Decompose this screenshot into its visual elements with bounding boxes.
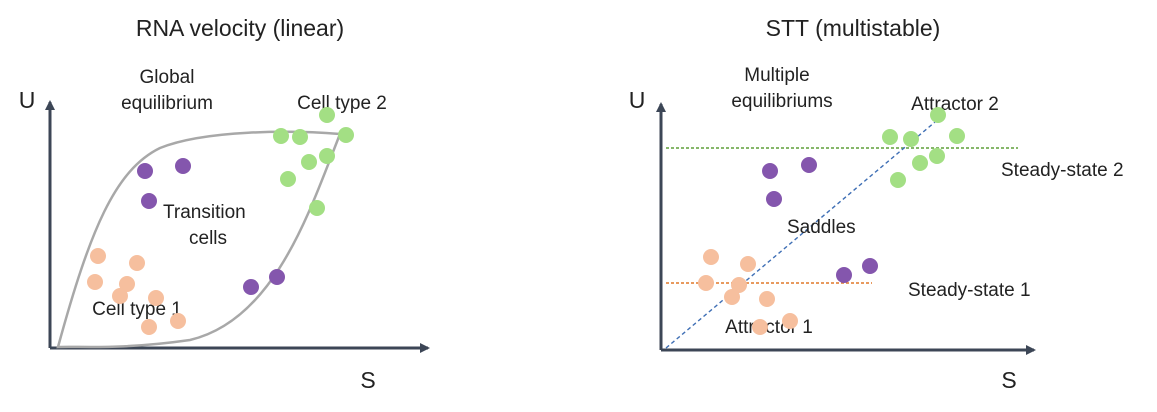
- green-cell: [912, 155, 928, 171]
- orange-cell: [141, 319, 157, 335]
- orange-cell: [731, 277, 747, 293]
- green-cell: [309, 200, 325, 216]
- steady-state-2-label: Steady-state 2: [1001, 160, 1124, 181]
- orange-cell: [119, 276, 135, 292]
- green-cell: [301, 154, 317, 170]
- right-purple-cells: [762, 157, 878, 283]
- purple-cell: [243, 279, 259, 295]
- orange-cell: [129, 255, 145, 271]
- right-orange-cells: [698, 249, 798, 335]
- multiple-equilibriums-label-line1: Multiple: [744, 65, 809, 86]
- green-cell: [280, 171, 296, 187]
- orange-cell: [703, 249, 719, 265]
- purple-cell: [762, 163, 778, 179]
- right-y-axis-label: U: [629, 87, 646, 113]
- green-cell: [319, 107, 335, 123]
- left-y-axis-label: U: [19, 87, 36, 113]
- orange-cell: [112, 288, 128, 304]
- multiple-equilibriums-label-line2: equilibriums: [731, 91, 832, 112]
- purple-cell: [836, 267, 852, 283]
- right-panel-title: STT (multistable): [766, 15, 941, 41]
- attractor-2-label: Attractor 2: [911, 94, 999, 115]
- transition-cells-label-line2: cells: [189, 228, 227, 249]
- orange-cell: [752, 319, 768, 335]
- transition-cells-label-line1: Transition: [163, 202, 246, 223]
- green-cell: [338, 127, 354, 143]
- purple-cell: [141, 193, 157, 209]
- green-cell: [319, 148, 335, 164]
- left-green-cells: [273, 107, 354, 216]
- purple-cell: [766, 191, 782, 207]
- left-panel-title: RNA velocity (linear): [136, 15, 344, 41]
- saddles-label: Saddles: [787, 217, 856, 238]
- green-cell: [949, 128, 965, 144]
- diagonal-nullcline-line: [665, 121, 936, 349]
- purple-cell: [862, 258, 878, 274]
- purple-cell: [137, 163, 153, 179]
- green-cell: [929, 148, 945, 164]
- green-cell: [903, 131, 919, 147]
- green-cell: [292, 129, 308, 145]
- orange-cell: [148, 290, 164, 306]
- left-x-axis-label: S: [360, 367, 375, 393]
- green-cell: [273, 128, 289, 144]
- attractor-1-label: Attractor 1: [725, 317, 813, 338]
- global-equilibrium-label-line2: equilibrium: [121, 93, 213, 114]
- global-equilibrium-label-line1: Global: [140, 67, 195, 88]
- purple-cell: [269, 269, 285, 285]
- steady-state-1-label: Steady-state 1: [908, 280, 1031, 301]
- orange-cell: [698, 275, 714, 291]
- orange-cell: [90, 248, 106, 264]
- purple-cell: [175, 158, 191, 174]
- purple-cell: [801, 157, 817, 173]
- cell-type-1-label: Cell type 1: [92, 299, 182, 320]
- right-panel: STT (multistable) U S Multiple equilibri…: [629, 15, 1124, 393]
- right-x-axis-label: S: [1001, 367, 1016, 393]
- cell-type-2-label: Cell type 2: [297, 93, 387, 114]
- orange-cell: [740, 256, 756, 272]
- left-orange-cells: [87, 248, 186, 335]
- orange-cell: [170, 313, 186, 329]
- orange-cell: [782, 313, 798, 329]
- left-panel: RNA velocity (linear) U S Global equilib…: [19, 15, 430, 393]
- green-cell: [930, 107, 946, 123]
- orange-cell: [724, 289, 740, 305]
- orange-cell: [759, 291, 775, 307]
- left-purple-cells: [137, 158, 285, 295]
- green-cell: [882, 129, 898, 145]
- orange-cell: [87, 274, 103, 290]
- right-green-cells: [882, 107, 965, 188]
- green-cell: [890, 172, 906, 188]
